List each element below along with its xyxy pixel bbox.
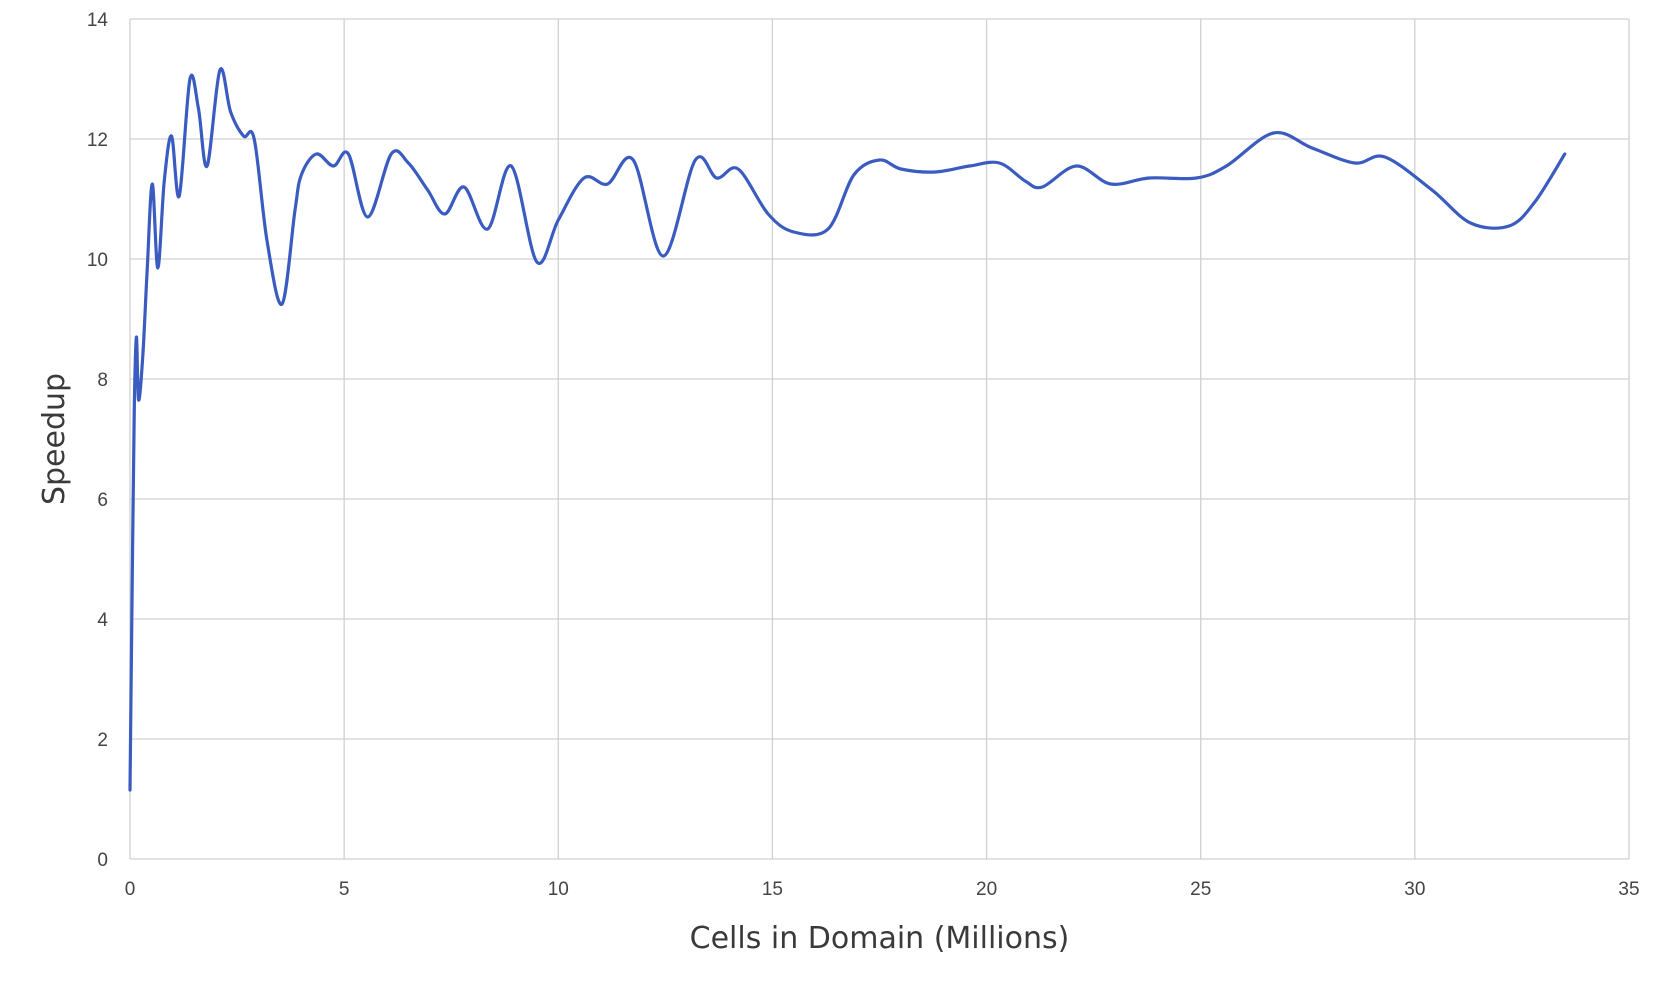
x-tick-labels: 0 5 10 15 20 25 30 35 [125,879,1640,900]
x-tick-label: 10 [548,879,569,900]
x-tick-label: 15 [762,879,783,900]
y-tick-label: 4 [97,610,108,631]
y-tick-label: 6 [97,490,108,511]
y-tick-label: 0 [97,850,108,871]
x-axis-title: Cells in Domain (Millions) [690,921,1070,956]
y-tick-labels: 0 2 4 6 8 10 12 14 [87,10,109,871]
series-group [128,67,1567,792]
x-tick-label: 25 [1190,879,1211,900]
y-tick-label: 14 [87,10,109,31]
y-tick-label: 8 [97,370,108,391]
x-tick-label: 20 [976,879,997,900]
series-line-0 [128,67,1567,792]
x-tick-label: 35 [1618,879,1639,900]
y-tick-label: 2 [97,730,108,751]
x-tick-label: 30 [1404,879,1425,900]
y-axis-title: Speedup [37,373,72,505]
y-tick-label: 10 [87,250,108,271]
x-tick-label: 5 [339,879,350,900]
x-tick-label: 0 [125,879,136,900]
y-tick-label: 12 [87,130,108,151]
grid-lines [129,18,1630,860]
